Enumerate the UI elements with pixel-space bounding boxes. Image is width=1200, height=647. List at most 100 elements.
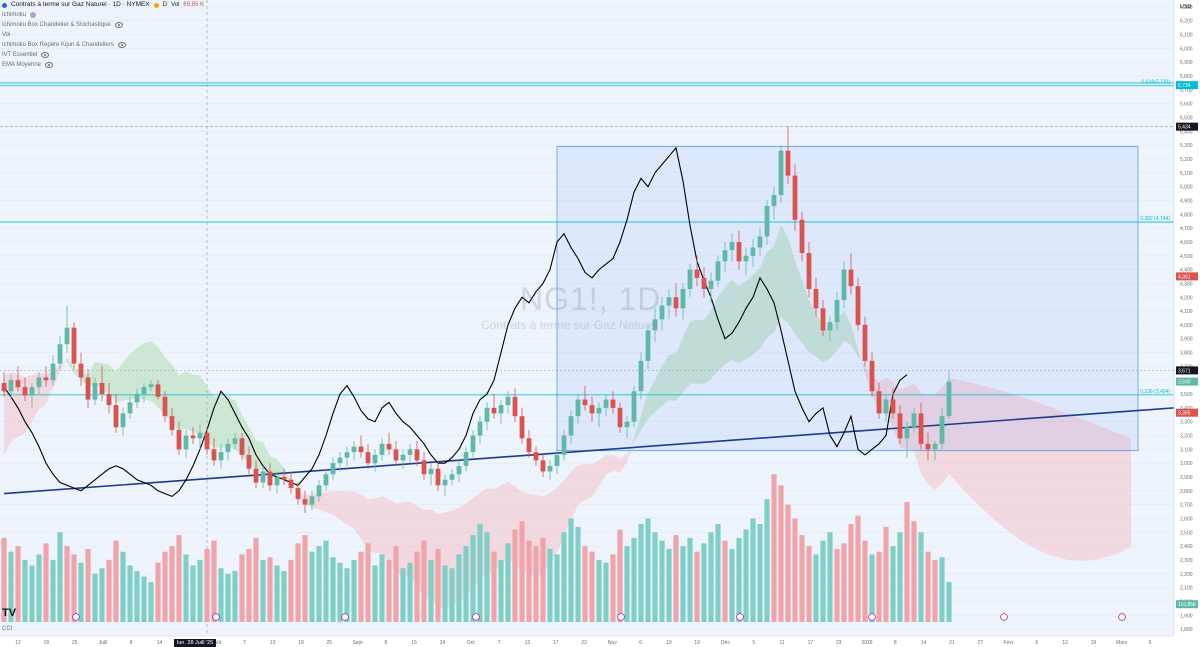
candle-body — [78, 363, 84, 378]
candle-bearish — [519, 407, 525, 444]
price-tick-label: 2,600 — [1180, 516, 1193, 522]
volume-bar — [183, 554, 189, 622]
candle-bearish — [491, 394, 497, 419]
legend-indicator[interactable]: Ichimoku Box Chandelier & Stochastique — [2, 20, 204, 30]
price-label-bg — [1176, 408, 1198, 417]
kumo-bearish-segment — [1117, 432, 1124, 554]
candle-body — [260, 471, 266, 483]
candle-body — [911, 413, 917, 428]
kumo-bearish-segment — [60, 356, 67, 372]
price-tick-label: 3,300 — [1180, 420, 1193, 426]
candle-body — [358, 446, 364, 453]
kumo-bearish-segment — [970, 382, 977, 504]
legend-indicator[interactable]: Ichimoku — [2, 10, 204, 20]
price-label-badge: 5,434 — [1176, 122, 1198, 131]
kumo-bearish-segment — [1089, 421, 1096, 561]
price-tick-label: 2,100 — [1180, 586, 1193, 592]
volume-bar — [715, 524, 721, 622]
kumo-bullish-segment — [277, 459, 284, 481]
volume-bar — [743, 529, 749, 622]
volume-bar — [841, 543, 847, 622]
candle-body — [771, 194, 777, 207]
volume-bar — [302, 535, 308, 622]
candle-bearish — [211, 438, 217, 466]
volume-bar — [8, 551, 14, 622]
candle-bullish — [743, 247, 749, 276]
indicator-label: Ichimoku Box Repère Kijun & Chandeliers — [2, 42, 114, 48]
time-tick-label: Oct — [467, 640, 475, 646]
volume-bar — [589, 551, 595, 622]
candle-body — [498, 405, 504, 414]
candle-bearish — [295, 482, 301, 505]
time-tick-label: 19 — [694, 640, 700, 646]
candle-bullish — [351, 441, 357, 461]
price-label-bg — [1176, 81, 1198, 90]
candle-bearish — [281, 468, 287, 486]
candle-body — [554, 454, 560, 466]
candle-bullish — [932, 441, 938, 461]
volume-bar — [358, 551, 364, 622]
kumo-bearish-segment — [333, 490, 340, 520]
candle-body — [127, 402, 133, 414]
volume-bar — [64, 546, 70, 622]
volume-bar — [673, 535, 679, 622]
candle-body — [8, 380, 14, 392]
tradingview-logo[interactable]: TV — [2, 607, 17, 619]
settings-icon[interactable] — [30, 12, 37, 18]
kumo-bullish-segment — [200, 375, 207, 442]
candle-body — [197, 432, 203, 439]
volume-bar — [435, 548, 441, 622]
candle-bullish — [638, 352, 644, 400]
candle-body — [477, 421, 483, 436]
kumo-bearish-segment — [1110, 430, 1117, 557]
time-tick-label: 7 — [498, 640, 501, 646]
eye-icon[interactable] — [117, 42, 126, 48]
kumo-bearish-segment — [578, 464, 585, 505]
volume-bar — [463, 546, 469, 622]
legend-indicator[interactable]: Ichimoku Box Repère Kijun & Chandeliers — [2, 40, 204, 50]
volume-bar — [680, 546, 686, 622]
volume-bar — [148, 582, 154, 622]
price-tick-label: 3,900 — [1180, 337, 1193, 343]
candle-body — [337, 457, 343, 464]
kumo-bullish-segment — [172, 364, 179, 431]
price-tick-label: 6,000 — [1180, 46, 1193, 52]
volume-bar — [869, 554, 875, 622]
candle-bearish — [204, 427, 210, 455]
price-label-text: 3,590 — [1178, 380, 1191, 386]
candle-bearish — [113, 394, 119, 433]
eye-icon[interactable] — [41, 52, 50, 58]
time-axis: 121825Juill81418Août7131925Sept81524Oct7… — [15, 640, 1151, 646]
price-label-bg — [1176, 122, 1198, 131]
kumo-bearish-segment — [606, 455, 613, 475]
legend-indicator[interactable]: IVT Essentiel — [2, 50, 204, 60]
candle-bullish — [274, 471, 280, 494]
candle-bearish — [155, 380, 161, 400]
volume-bar — [120, 551, 126, 622]
candle-body — [204, 432, 210, 450]
candle-body — [323, 474, 329, 486]
kumo-bearish-segment — [319, 492, 326, 513]
eye-icon[interactable] — [114, 22, 123, 28]
candle-bullish — [50, 355, 56, 386]
candle-bearish — [806, 241, 812, 298]
volume-bar — [330, 557, 336, 622]
candle-body — [449, 474, 455, 480]
kumo-bearish-segment — [1026, 398, 1033, 548]
volume-bar — [85, 548, 91, 622]
legend-indicator[interactable]: EMA Moyenne — [2, 60, 204, 70]
candle-body — [386, 443, 392, 450]
candle-body — [372, 454, 378, 464]
candle-bullish — [484, 402, 490, 430]
price-tick-label: 5,600 — [1180, 102, 1193, 108]
kumo-bearish-segment — [620, 454, 627, 473]
legend-indicator[interactable]: Vol — [2, 30, 204, 40]
candle-body — [36, 377, 42, 388]
candle-bullish — [218, 443, 224, 469]
eye-icon[interactable] — [45, 62, 54, 68]
candle-bullish — [946, 370, 952, 419]
candle-bullish — [92, 377, 98, 406]
candle-body — [855, 286, 861, 325]
